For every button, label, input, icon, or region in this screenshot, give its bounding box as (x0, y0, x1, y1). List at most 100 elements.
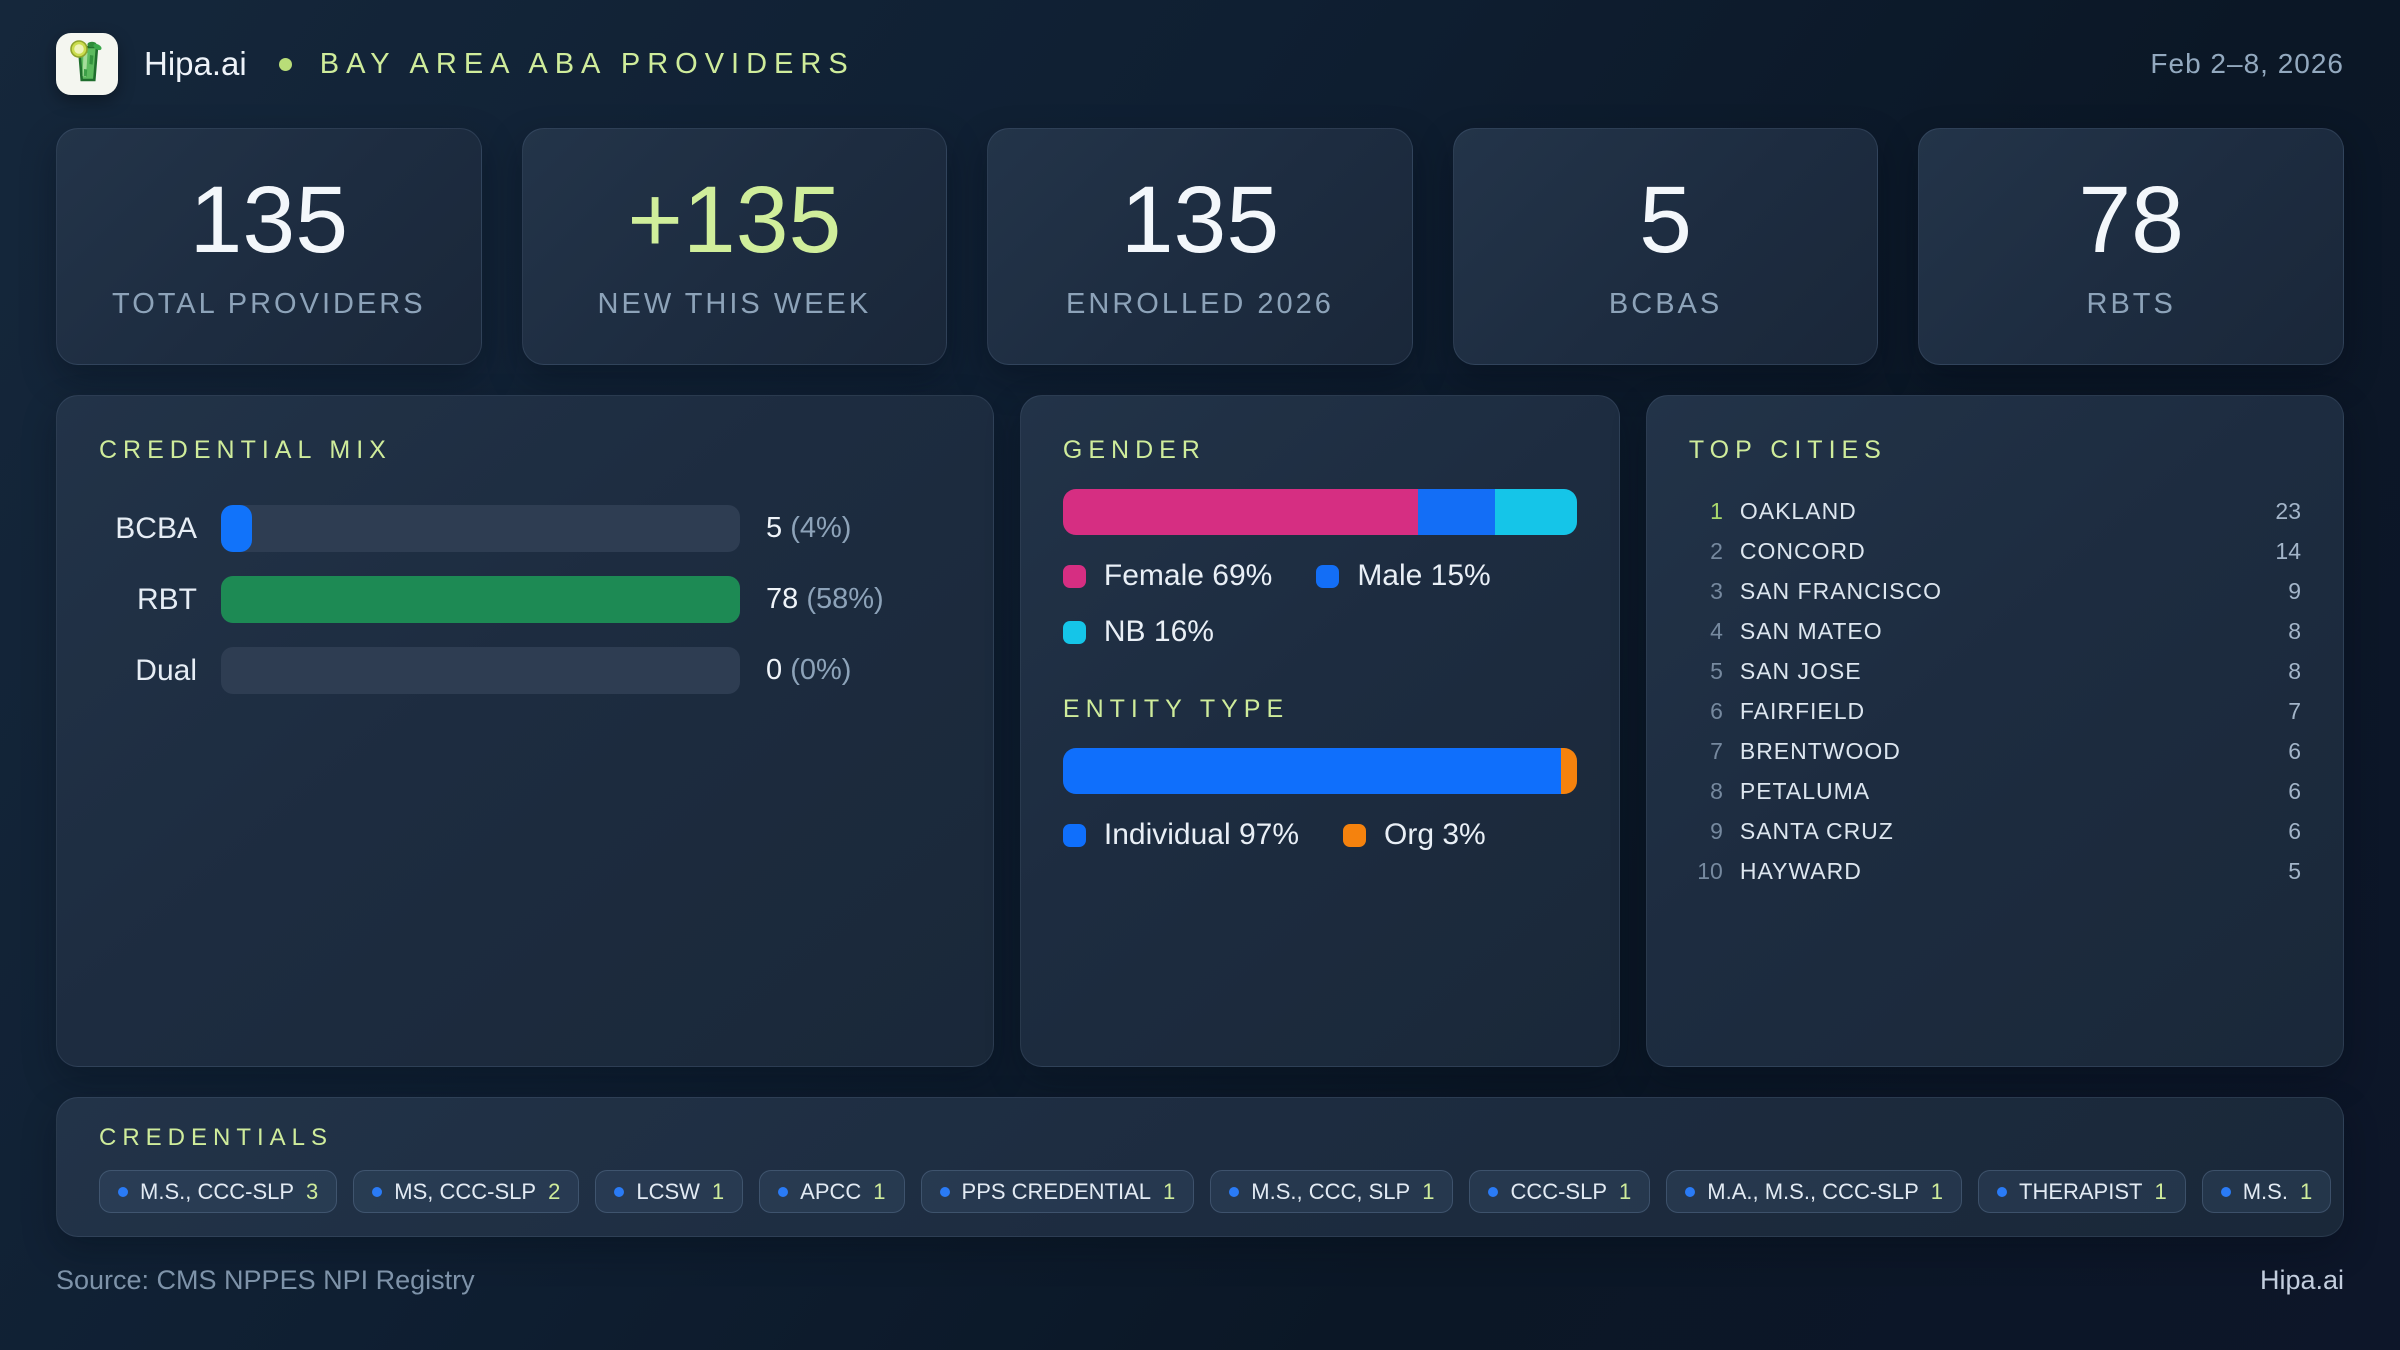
main-row: CREDENTIAL MIX BCBA 5 (4%) RBT 78 (58%) (56, 395, 2345, 1067)
legend-label: NB 16% (1103, 615, 1214, 648)
city-name: SAN JOSE (1739, 657, 1862, 684)
badge-count: 1 (1422, 1178, 1435, 1204)
badge-count: 1 (1619, 1178, 1632, 1204)
page-title: BAY AREA ABA PROVIDERS (319, 47, 855, 80)
city-count: 14 (2275, 537, 2302, 564)
dot-icon (614, 1186, 625, 1197)
footer-bar: Source: CMS NPPES NPI Registry Hipa.ai (56, 1265, 2344, 1296)
legend-item-female: Female 69% (1062, 559, 1272, 593)
stat-label: RBTS (2086, 287, 2176, 320)
legend-label: Individual 97% (1103, 818, 1300, 851)
brand-name: Hipa.ai (144, 45, 247, 82)
city-rank: 4 (1710, 617, 1723, 644)
dot-icon (2220, 1186, 2231, 1197)
credential-badge: PPS CREDENTIAL 1 (920, 1170, 1195, 1213)
separator-dot-icon (278, 57, 292, 71)
legend-item-individual: Individual 97% (1062, 818, 1300, 852)
badge-label: M.S., CCC-SLP (140, 1178, 295, 1204)
city-count: 6 (2288, 777, 2302, 804)
badge-label: PPS CREDENTIAL (961, 1178, 1152, 1204)
credential-badge: M.A., M.S., CCC-SLP 1 (1666, 1170, 1962, 1213)
city-count: 8 (2288, 617, 2302, 644)
bar-row-bcba: BCBA 5 (4%) (99, 505, 951, 552)
mojito-drink-icon (66, 39, 108, 90)
stat-value: 5 (1639, 166, 1692, 273)
bar-label: Dual (135, 653, 197, 687)
city-count: 9 (2288, 577, 2302, 604)
city-row: 8 PETALUMA 6 (1689, 771, 2301, 811)
bar-percent: (0%) (790, 654, 852, 686)
female-swatch-icon (1062, 564, 1086, 588)
org-swatch-icon (1343, 823, 1367, 847)
city-name: SAN FRANCISCO (1739, 577, 1942, 604)
city-name: CONCORD (1739, 537, 1866, 564)
dot-icon (1488, 1186, 1499, 1197)
city-row: 1 OAKLAND 23 (1689, 491, 2301, 531)
city-row: 5 SAN JOSE 8 (1689, 651, 2301, 691)
gender-segment-male (1417, 489, 1495, 535)
city-name: OAKLAND (1739, 497, 1857, 524)
credential-mix-card: CREDENTIAL MIX BCBA 5 (4%) RBT 78 (58%) (56, 395, 994, 1067)
bar-row-dual: Dual 0 (0%) (99, 647, 951, 694)
badge-count: 3 (306, 1178, 319, 1204)
credential-badge: THERAPIST 1 (1978, 1170, 2186, 1213)
stat-card-enrolled-2026: 135 ENROLLED 2026 (987, 128, 1413, 365)
credentials-badges: M.S., CCC-SLP 3 MS, CCC-SLP 2 LCSW 1 APC… (99, 1170, 2332, 1213)
credential-badge: M.S., CCC, SLP 1 (1210, 1170, 1454, 1213)
stat-cards-row: 135 TOTAL PROVIDERS +135 NEW THIS WEEK 1… (56, 128, 2344, 365)
dot-icon (118, 1186, 128, 1197)
city-rank: 3 (1710, 577, 1723, 604)
footer-brand: Hipa.ai (2259, 1265, 2344, 1295)
legend-label: Org 3% (1384, 818, 1486, 851)
badge-count: 1 (873, 1178, 886, 1204)
bar-percent: (58%) (806, 583, 884, 615)
city-row: 6 FAIRFIELD 7 (1689, 691, 2301, 731)
entity-type-title: ENTITY TYPE (1062, 695, 1290, 723)
stat-card-bcbas: 5 BCBAS (1452, 128, 1879, 365)
bar-fill (221, 576, 740, 623)
stat-card-rbts: 78 RBTS (1918, 128, 2344, 365)
entity-stacked-bar (1062, 748, 1577, 794)
dot-icon (372, 1186, 383, 1197)
badge-label: M.A., M.S., CCC-SLP (1707, 1178, 1919, 1204)
city-count: 5 (2288, 857, 2302, 884)
bar-value: 78 (58%) (766, 583, 884, 616)
credential-badge: LCSW 1 (595, 1170, 744, 1213)
gender-legend-row-1: Female 69% Male 15% (1062, 559, 1577, 593)
city-name: SAN MATEO (1739, 617, 1883, 644)
top-cities-title: TOP CITIES (1688, 436, 1887, 464)
bar-count: 0 (766, 654, 783, 686)
city-row: 4 SAN MATEO 8 (1689, 611, 2301, 651)
city-name: PETALUMA (1739, 777, 1871, 804)
stat-label: BCBAS (1608, 287, 1723, 320)
stat-label: NEW THIS WEEK (597, 287, 872, 320)
credential-mix-title: CREDENTIAL MIX (99, 436, 392, 464)
stat-card-total-providers: 135 TOTAL PROVIDERS (56, 128, 482, 365)
entity-legend-row: Individual 97% Org 3% (1062, 818, 1577, 852)
city-row: 2 CONCORD 14 (1689, 531, 2301, 571)
app-logo (56, 33, 118, 95)
bar-track (221, 505, 740, 552)
badge-count: 1 (1163, 1178, 1176, 1204)
city-name: FAIRFIELD (1739, 697, 1866, 724)
entity-segment-org (1561, 748, 1577, 794)
bar-value: 0 (0%) (766, 654, 851, 687)
entity-segment-individual (1062, 748, 1562, 794)
credential-mix-chart: BCBA 5 (4%) RBT 78 (58%) Dual (99, 505, 951, 694)
legend-item-nb: NB 16% (1062, 615, 1214, 649)
bar-label: RBT (137, 582, 197, 616)
legend-item-org: Org 3% (1343, 818, 1486, 852)
top-cities-card: TOP CITIES 1 OAKLAND 23 2 CONCORD 14 3 S… (1645, 395, 2345, 1067)
credentials-card: CREDENTIALS M.S., CCC-SLP 3 MS, CCC-SLP … (56, 1097, 2344, 1237)
city-name: HAYWARD (1739, 857, 1862, 884)
bar-percent: (4%) (790, 512, 852, 544)
city-rank: 5 (1710, 657, 1723, 684)
city-rank: 7 (1710, 737, 1723, 764)
entity-type-section: ENTITY TYPE Individual 97% Org 3% (1062, 695, 1577, 852)
city-rank: 1 (1710, 497, 1723, 524)
gender-stacked-bar (1062, 489, 1577, 535)
dot-icon (939, 1186, 950, 1197)
credential-badge: MS, CCC-SLP 2 (353, 1170, 580, 1213)
badge-label: MS, CCC-SLP (394, 1178, 537, 1204)
